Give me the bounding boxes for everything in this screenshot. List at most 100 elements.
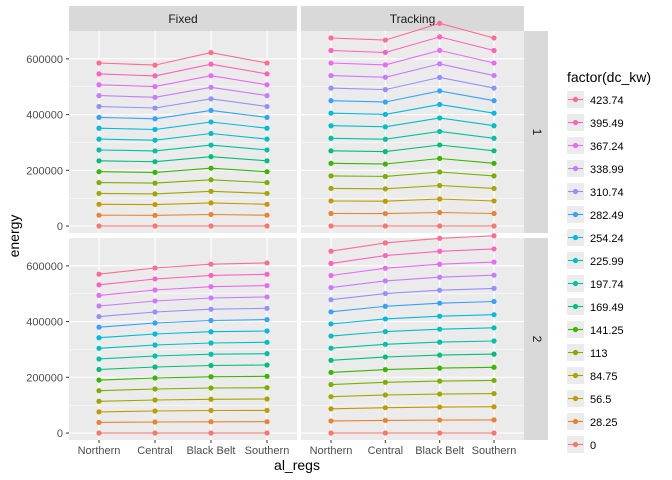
data-point-367_24 — [491, 259, 497, 265]
data-point-113 — [264, 179, 270, 186]
data-point-0 — [96, 430, 102, 436]
data-point-254_24 — [96, 335, 102, 341]
legend-key-point — [572, 211, 579, 218]
data-point-225_99 — [437, 115, 443, 121]
data-point-169_49 — [152, 364, 158, 370]
data-point-169_49 — [264, 362, 270, 368]
data-point-56_5 — [437, 196, 443, 202]
data-point-141_25 — [96, 169, 102, 175]
data-point-169_49 — [208, 154, 214, 160]
series-line-113 — [98, 387, 268, 392]
data-point-84_75 — [437, 391, 443, 397]
data-point-254_24 — [437, 101, 443, 108]
data-point-310_74 — [328, 85, 334, 91]
data-point-56_5 — [264, 407, 270, 413]
data-point-225_99 — [96, 345, 102, 351]
data-point-395_49 — [152, 73, 158, 79]
data-point-197_74 — [96, 356, 102, 362]
data-point-282_49 — [491, 98, 497, 104]
data-point-56_5 — [152, 201, 158, 208]
data-point-197_74 — [328, 135, 334, 141]
panel-background — [301, 31, 524, 233]
data-point-113 — [208, 177, 214, 183]
y-tick-label: 600000 — [26, 261, 63, 273]
data-point-113 — [437, 169, 443, 175]
data-point-423_74 — [96, 271, 102, 277]
data-point-225_99 — [382, 329, 388, 335]
data-point-225_99 — [264, 136, 270, 142]
data-point-338_99 — [264, 294, 270, 300]
data-point-225_99 — [208, 130, 214, 137]
data-point-28_25 — [437, 209, 443, 216]
data-point-310_74 — [96, 313, 102, 320]
data-point-197_74 — [208, 351, 214, 357]
data-point-197_74 — [382, 341, 388, 347]
legend-entry-label: 367.24 — [590, 141, 624, 153]
data-point-113 — [328, 381, 334, 388]
series-line-28_25 — [98, 421, 268, 423]
data-point-395_49 — [264, 271, 270, 277]
data-point-423_74 — [264, 60, 270, 66]
data-point-84_75 — [437, 182, 443, 189]
data-point-84_75 — [264, 396, 270, 402]
x-tick-label: Central — [137, 445, 172, 457]
data-point-28_25 — [208, 211, 214, 218]
legend-key-point — [572, 441, 579, 448]
data-point-395_49 — [382, 49, 388, 56]
data-point-395_49 — [96, 71, 102, 77]
data-point-113 — [264, 385, 270, 391]
data-point-56_5 — [96, 201, 102, 207]
data-point-0 — [491, 223, 497, 229]
legend-key-point — [572, 142, 579, 149]
data-point-395_49 — [491, 246, 497, 252]
series-line-423_74 — [98, 262, 268, 275]
panel-background — [301, 238, 524, 440]
data-point-254_24 — [328, 321, 334, 327]
series-line-169_49 — [330, 353, 495, 361]
data-point-0 — [382, 430, 388, 436]
data-point-310_74 — [152, 309, 158, 315]
series-line-56_5 — [98, 202, 268, 206]
series-line-197_74 — [330, 130, 495, 140]
data-point-225_99 — [328, 333, 334, 339]
data-point-395_49 — [328, 47, 334, 54]
data-point-141_25 — [152, 169, 158, 175]
data-point-141_25 — [208, 374, 214, 380]
data-point-367_24 — [208, 284, 214, 290]
data-point-282_49 — [328, 98, 334, 104]
data-point-310_74 — [491, 85, 497, 91]
data-point-0 — [208, 430, 214, 436]
data-point-395_49 — [96, 282, 102, 288]
legend-entry-label: 169.49 — [590, 302, 624, 314]
data-point-0 — [96, 223, 102, 229]
data-point-141_25 — [491, 160, 497, 166]
data-point-197_74 — [264, 147, 270, 153]
legend-entry-label: 225.99 — [590, 256, 624, 268]
y-tick-label: 400000 — [26, 110, 63, 122]
series-line-141_25 — [98, 375, 268, 381]
data-point-310_74 — [437, 287, 443, 293]
data-point-28_25 — [491, 417, 497, 423]
data-point-225_99 — [437, 326, 443, 332]
data-point-141_25 — [328, 369, 334, 376]
series-line-367_24 — [330, 49, 495, 66]
data-point-84_75 — [328, 185, 334, 192]
series-line-113 — [330, 171, 495, 177]
data-point-169_49 — [152, 159, 158, 165]
data-point-282_49 — [437, 300, 443, 306]
data-point-28_25 — [152, 419, 158, 425]
data-point-423_74 — [96, 60, 102, 66]
data-point-310_74 — [152, 105, 158, 111]
facet-label-row-2: 2 — [530, 336, 544, 343]
data-point-197_74 — [437, 128, 443, 135]
data-point-395_49 — [382, 252, 388, 259]
data-point-169_49 — [491, 148, 497, 154]
data-point-197_74 — [96, 147, 102, 153]
data-point-338_99 — [437, 61, 443, 67]
series-line-56_5 — [330, 198, 495, 202]
series-line-225_99 — [98, 132, 268, 141]
data-point-169_49 — [491, 351, 497, 357]
series-line-84_75 — [98, 190, 268, 195]
data-point-282_49 — [491, 298, 497, 305]
data-point-338_99 — [96, 93, 102, 99]
